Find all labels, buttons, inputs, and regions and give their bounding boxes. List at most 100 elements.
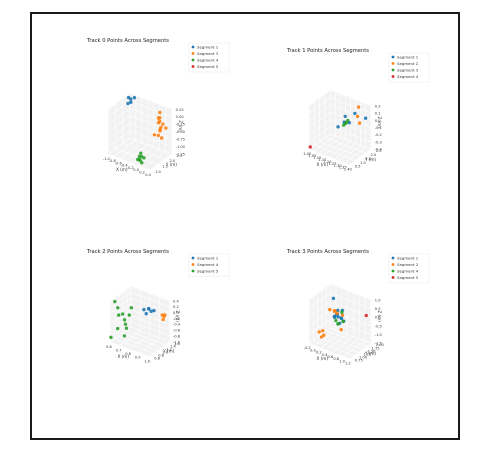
grid-line [326, 334, 348, 351]
data-point-segment-1 [353, 111, 357, 116]
grid-line [110, 326, 131, 343]
grid-line [129, 93, 172, 110]
z-tick-label: 0.0 [173, 311, 179, 315]
data-point-segment-4 [163, 313, 167, 317]
y-tick-label: 1.2 [166, 348, 172, 352]
grid-line [108, 122, 131, 140]
data-point-segment-1 [336, 308, 340, 313]
z-tick-label: 0.4 [173, 299, 179, 303]
grid-line [110, 309, 131, 325]
data-point-segment-4 [308, 145, 312, 149]
x-tick-label: 0.6 [106, 345, 112, 349]
z-tick-label: 0.2 [173, 305, 179, 309]
grid-line [130, 291, 170, 307]
data-point-segment-5 [127, 313, 131, 317]
data-point-segment-2 [317, 330, 321, 334]
y-tick-label: 2.0 [169, 159, 175, 163]
x-tick-label: 1.15 [318, 158, 326, 162]
grid-line [309, 342, 350, 359]
data-point-segment-2 [339, 327, 343, 332]
x-tick-label: 1.05 [308, 154, 316, 158]
z-tick-label: -0.2 [173, 317, 180, 321]
grid-line [110, 286, 131, 302]
z-tick-label: 0.25 [176, 108, 184, 112]
grid-line [309, 284, 331, 301]
data-point-segment-5 [109, 335, 113, 340]
grid-line [330, 126, 371, 143]
legend-label: Segment 5 [197, 268, 219, 273]
z-tick-label: -1.0 [173, 340, 181, 344]
x-axis-label: X (m) [117, 354, 129, 359]
data-point-segment-1 [336, 315, 340, 319]
data-point-segment-1 [144, 312, 148, 316]
grid-line [309, 148, 350, 165]
grid-line [343, 340, 366, 357]
data-point-segment-3 [158, 115, 162, 120]
y-tick-label: 2.5 [177, 154, 183, 158]
chart-title: Track 3 Points Across Segments [286, 249, 369, 255]
data-point-segment-4 [341, 319, 345, 324]
z-tick-label: -1.0 [375, 333, 383, 337]
legend-label: Segment 4 [397, 268, 419, 273]
data-point-segment-5 [364, 313, 368, 318]
grid-line [129, 122, 172, 140]
z-axis-label: Z (m) [178, 120, 183, 132]
grid-line [130, 309, 170, 325]
legend-marker [391, 62, 395, 65]
data-point-segment-1 [142, 307, 146, 312]
x-tick-label: 0.4 [322, 353, 328, 357]
x-tick-label: 0.6 [328, 355, 334, 359]
legend-marker [391, 276, 395, 279]
grid-line [338, 338, 360, 355]
x-tick-label: 0.4 [145, 173, 151, 177]
legend-label: Segment 4 [197, 262, 219, 267]
legend-label: Segment 3 [197, 51, 219, 56]
grid-line [122, 143, 165, 160]
legend-marker [191, 269, 195, 273]
data-point-segment-2 [355, 114, 360, 119]
grid-line [108, 137, 131, 155]
y-tick-label: 0.6 [154, 356, 160, 360]
grid-line [130, 315, 170, 331]
grid-line [330, 111, 371, 128]
grid-line [129, 130, 172, 147]
y-axis-label: Y (m) [162, 349, 175, 354]
grid-line [130, 326, 170, 343]
x-tick-label: 0.2 [316, 351, 322, 355]
x-tick-label: 0.8 [333, 357, 339, 361]
data-point-segment-5 [115, 326, 120, 331]
grid-line [120, 330, 141, 346]
data-point-segment-3 [342, 123, 346, 127]
legend-marker [391, 68, 395, 72]
legend-label: Segment 3 [397, 67, 419, 72]
x-axis-label: X (m) [116, 167, 128, 172]
legend-label: Segment 1 [197, 255, 219, 260]
legend-label: Segment 2 [397, 262, 419, 267]
legend-label: Segment 2 [397, 61, 419, 66]
data-point-segment-4 [340, 310, 344, 314]
legend-marker [191, 52, 195, 55]
y-tick-label: 2.00 [376, 343, 385, 347]
legend-box [388, 52, 430, 83]
grid-line [309, 301, 331, 318]
figure-frame [30, 12, 460, 440]
z-tick-label: -0.50 [176, 130, 186, 134]
x-tick-label: -1.0 [103, 157, 111, 161]
x-tick-label: 1.25 [329, 162, 337, 166]
data-point-segment-1 [126, 101, 130, 106]
y-tick-label: 0.8 [158, 353, 164, 357]
grid-line [114, 338, 154, 354]
z-tick-label: -0.4 [173, 323, 181, 327]
data-point-segment-1 [343, 114, 347, 119]
data-point-segment-1 [149, 309, 153, 314]
x-tick-label: 1.2 [345, 362, 351, 366]
x-tick-label: 1.10 [313, 156, 322, 160]
legend-label: Segment 5 [397, 275, 419, 280]
data-point-segment-3 [156, 133, 161, 138]
z-tick-label: -0.4 [375, 148, 383, 152]
data-point-segment-1 [152, 308, 156, 313]
chart-title: Track 2 Points Across Segments [86, 249, 169, 255]
grid-line [108, 153, 151, 171]
